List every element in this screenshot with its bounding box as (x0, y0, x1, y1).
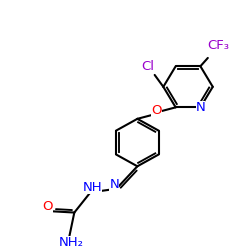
Text: NH₂: NH₂ (59, 236, 84, 250)
Text: NH: NH (82, 181, 102, 194)
Text: N: N (196, 101, 205, 114)
Text: Cl: Cl (141, 60, 154, 73)
Text: CF₃: CF₃ (207, 39, 229, 52)
Text: O: O (151, 104, 162, 117)
Text: O: O (42, 200, 53, 213)
Text: N: N (110, 178, 119, 191)
